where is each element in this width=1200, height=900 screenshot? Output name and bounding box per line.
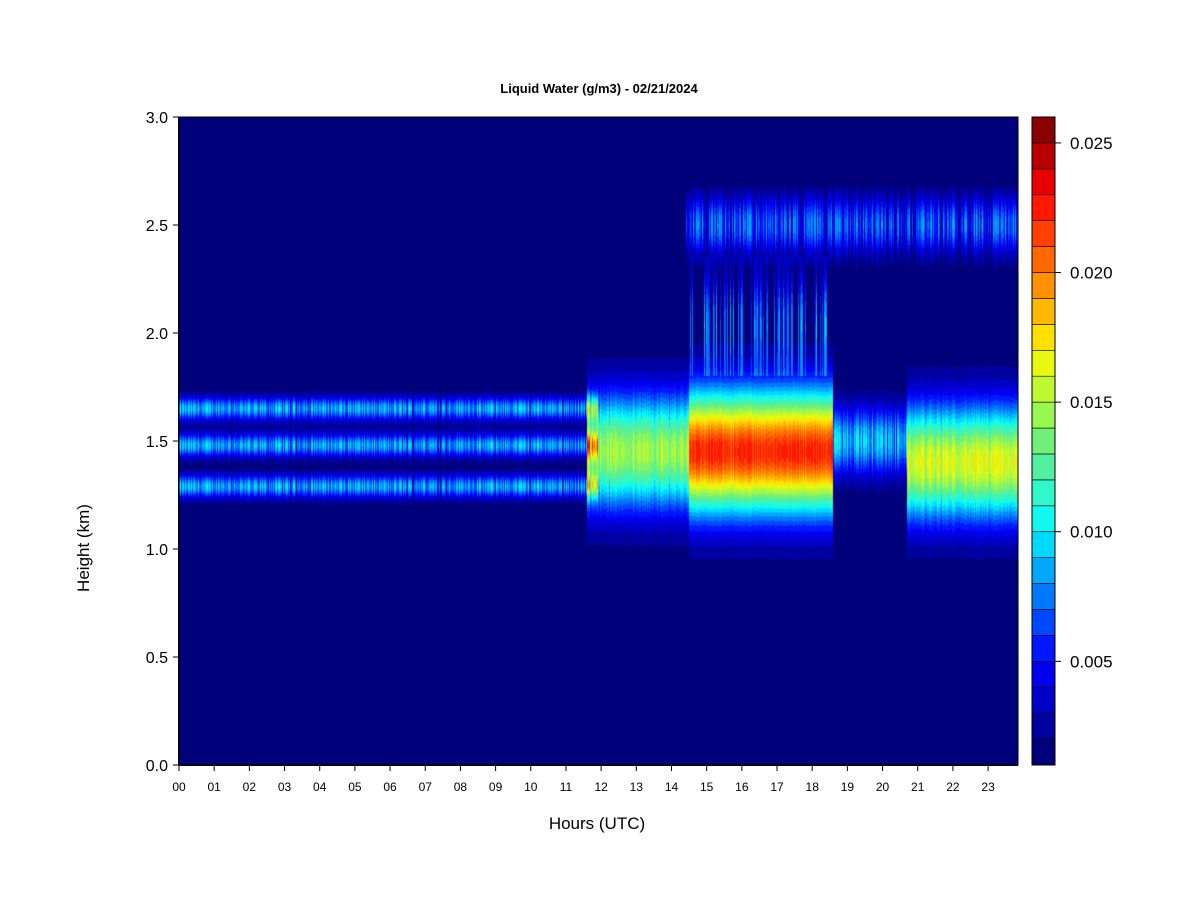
- colorbar-level: [1031, 349, 1056, 377]
- colorbar-level: [1031, 505, 1056, 533]
- colorbar-level: [1031, 712, 1056, 740]
- y-tick-label: 3.0: [146, 110, 168, 127]
- colorbar-level: [1031, 531, 1056, 558]
- colorbar-level: [1031, 142, 1056, 170]
- colorbar-level: [1031, 427, 1056, 455]
- colorbar-level: [1031, 738, 1056, 766]
- x-tick-label: 21: [911, 780, 925, 794]
- chart-title: Liquid Water (g/m3) - 02/21/2024: [500, 81, 698, 96]
- x-tick-label: 16: [735, 780, 749, 794]
- colorbar-level: [1031, 246, 1056, 273]
- x-tick-label: 02: [243, 780, 257, 794]
- y-tick-label: 2.0: [146, 326, 168, 343]
- colorbar-level: [1031, 453, 1056, 481]
- x-tick-label: 01: [207, 780, 221, 794]
- x-tick-label: 08: [454, 780, 468, 794]
- x-axis-label: Hours (UTC): [549, 814, 645, 833]
- colorbar-tick-label: 0.020: [1070, 264, 1113, 283]
- x-tick-label: 17: [770, 780, 784, 794]
- y-tick-label: 0.0: [146, 758, 168, 775]
- x-tick-label: 23: [981, 780, 995, 794]
- colorbar-level: [1031, 272, 1056, 299]
- x-tick-label: 18: [806, 780, 820, 794]
- colorbar-level: [1031, 583, 1056, 610]
- y-axis: 0.0 0.5 1.0 1.5 2.0 2.5 3.0: [146, 110, 179, 775]
- colorbar-tick-label: 0.015: [1070, 393, 1113, 412]
- x-tick-label: 11: [560, 780, 573, 794]
- colorbar-ticks: 0.005 0.010 0.015 0.020 0.025: [1055, 134, 1113, 671]
- colorbar-level: [1031, 557, 1056, 584]
- x-tick-label: 00: [172, 780, 186, 794]
- colorbar-level: [1031, 661, 1056, 688]
- colorbar-tick-label: 0.005: [1070, 652, 1113, 671]
- x-tick-label: 20: [876, 780, 890, 794]
- x-tick-label: 10: [524, 780, 538, 794]
- y-axis-label: Height (km): [74, 504, 93, 592]
- colorbar: [1031, 116, 1056, 766]
- colorbar-level: [1031, 194, 1056, 221]
- colorbar-level: [1031, 401, 1056, 429]
- colorbar-level: [1031, 479, 1056, 507]
- colorbar-level: [1031, 686, 1056, 714]
- colorbar-level: [1031, 220, 1056, 247]
- y-tick-label: 1.0: [146, 542, 168, 559]
- y-tick-label: 0.5: [146, 650, 168, 667]
- heatmap-image: [179, 117, 1018, 765]
- colorbar-tick-label: 0.025: [1070, 134, 1113, 153]
- x-tick-label: 06: [383, 780, 397, 794]
- x-tick-label: 07: [419, 780, 433, 794]
- x-tick-label: 22: [946, 780, 960, 794]
- x-tick-label: 13: [630, 780, 644, 794]
- x-tick-label: 04: [313, 780, 327, 794]
- colorbar-level: [1031, 116, 1056, 144]
- x-axis: 00 01 02 03 04 05 06 07 08 09 10 11 12 13 14 15 16 17 18 19…: [172, 765, 1018, 794]
- x-tick-label: 05: [348, 780, 362, 794]
- x-tick-label: 19: [841, 780, 855, 794]
- colorbar-level: [1031, 635, 1056, 662]
- heatmap-plot-area: [178, 116, 1019, 766]
- colorbar-level: [1031, 375, 1056, 403]
- colorbar-level: [1031, 324, 1056, 351]
- y-tick-label: 1.5: [146, 434, 168, 451]
- colorbar-tick-label: 0.010: [1070, 523, 1113, 542]
- colorbar-level: [1031, 609, 1056, 636]
- x-tick-label: 15: [700, 780, 714, 794]
- colorbar-frame: [1031, 116, 1056, 766]
- colorbar-level: [1031, 298, 1056, 325]
- y-tick-label: 2.5: [146, 218, 168, 235]
- x-tick-label: 14: [665, 780, 679, 794]
- colorbar-level: [1031, 168, 1056, 196]
- x-tick-label: 09: [489, 780, 503, 794]
- x-tick-label: 12: [594, 780, 608, 794]
- x-tick-label: 03: [278, 780, 292, 794]
